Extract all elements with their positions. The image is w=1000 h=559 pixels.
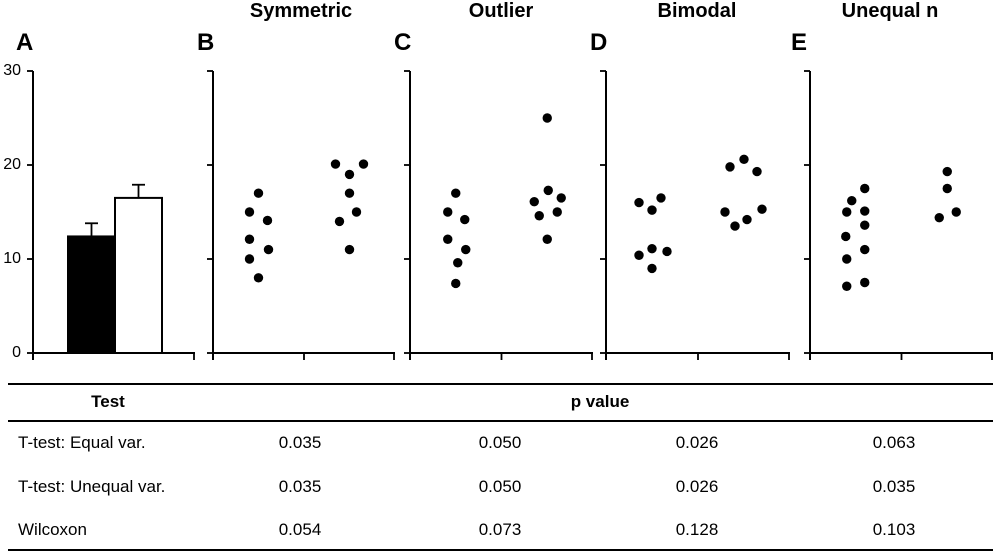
panel-title-outlier: Outlier [468,0,534,22]
data-point-C-group-2 [529,196,539,207]
data-point-C-group-2 [542,113,552,123]
p-cell-unequal-n-wilcoxon: 0.103 [872,520,916,539]
table-rule-bottom [8,549,993,551]
data-point-D-group-2 [730,221,740,231]
panel-letter-d: D [590,29,608,56]
p-cell-outlier-wilcoxon: 0.073 [478,520,522,539]
data-point-E-group-1 [841,231,851,242]
data-point-B-group-1 [244,234,255,244]
p-cell-outlier-ttest-equal: 0.050 [478,433,522,452]
panel-title-symmetric: Symmetric [249,0,353,22]
data-point-E-group-1 [847,196,857,206]
data-point-E-group-1 [860,220,870,230]
data-point-B-group-2 [351,207,362,217]
data-point-E-group-1 [860,183,870,194]
panel-letter-a: A [16,29,34,56]
data-point-E-group-2 [934,212,944,223]
table-header-test: Test [91,392,125,411]
row-label-wilcoxon: Wilcoxon [18,520,87,539]
data-point-E-group-1 [860,206,870,216]
table-rule-header [8,420,993,422]
data-point-D-group-1 [647,263,657,274]
data-point-C-group-2 [542,234,552,244]
data-point-B-group-1 [253,188,264,198]
p-cell-bimodal-wilcoxon: 0.128 [675,520,719,539]
data-point-D-group-2 [720,207,730,217]
bar-group-1 [67,235,116,354]
data-point-B-group-2 [334,216,345,227]
row-label-ttest-unequal: T-test: Unequal var. [18,477,166,496]
data-point-B-group-1 [244,254,255,264]
data-point-D-group-1 [647,243,657,254]
data-point-B-group-2 [344,244,355,255]
data-point-E-group-1 [860,244,870,255]
data-point-B-group-2 [358,159,369,169]
y-axis-label-20: 20 [3,156,21,173]
data-point-B-group-2 [344,169,355,180]
data-point-D-group-1 [656,193,666,203]
data-point-C-group-1 [460,214,470,225]
data-point-D-group-2 [752,166,762,177]
data-point-B-group-1 [253,273,264,283]
data-point-B-group-1 [263,244,274,255]
table-rule-top [8,383,993,385]
data-point-E-group-1 [860,277,870,288]
data-point-E-group-1 [842,207,852,217]
y-axis-label-30: 30 [3,62,21,79]
data-point-B-group-2 [344,188,355,198]
data-point-E-group-1 [842,281,852,291]
data-point-D-group-1 [634,250,644,260]
data-point-E-group-2 [951,207,961,217]
data-point-C-group-1 [461,244,471,255]
data-point-C-group-1 [453,258,463,268]
data-point-C-group-2 [534,211,544,221]
data-point-D-group-1 [662,246,672,257]
y-axis-label-10: 10 [3,250,21,267]
p-cell-outlier-ttest-unequal: 0.050 [478,477,522,496]
data-point-E-group-2 [942,166,952,177]
data-point-C-group-1 [451,188,461,198]
data-point-C-group-2 [556,193,566,203]
data-point-C-group-1 [451,278,461,289]
p-cell-bimodal-ttest-equal: 0.026 [675,433,719,452]
data-point-E-group-2 [942,183,952,194]
data-point-C-group-1 [443,234,453,244]
y-axis-label-0: 0 [12,344,21,361]
p-cell-unequal-n-ttest-equal: 0.063 [872,433,916,452]
panel-title-unequal-n: Unequal n [841,0,939,22]
data-point-C-group-2 [543,185,553,196]
data-point-D-group-2 [725,162,735,172]
data-point-E-group-1 [842,254,852,264]
data-point-B-group-1 [262,215,273,226]
p-cell-symmetric-wilcoxon: 0.054 [278,520,322,539]
p-cell-symmetric-ttest-equal: 0.035 [278,433,322,452]
p-cell-symmetric-ttest-unequal: 0.035 [278,477,322,496]
figure-canvas [27,70,993,360]
bar-group-2 [114,196,163,354]
data-point-D-group-1 [647,205,657,215]
panel-title-bimodal: Bimodal [657,0,737,22]
data-point-D-group-2 [742,214,752,225]
row-label-ttest-equal: T-test: Equal var. [18,433,146,452]
data-point-B-group-1 [244,207,255,217]
data-point-B-group-2 [330,159,341,169]
data-point-C-group-1 [443,207,453,217]
panel-letter-b: B [197,29,215,56]
p-cell-bimodal-ttest-unequal: 0.026 [675,477,719,496]
panel-letter-e: E [791,29,808,56]
p-cell-unequal-n-ttest-unequal: 0.035 [872,477,916,496]
table-header-p-value: p value [570,392,630,411]
data-point-D-group-2 [739,154,749,165]
data-point-D-group-1 [634,197,644,208]
data-point-D-group-2 [757,204,767,214]
panel-letter-c: C [394,29,412,56]
data-point-C-group-2 [552,207,562,217]
